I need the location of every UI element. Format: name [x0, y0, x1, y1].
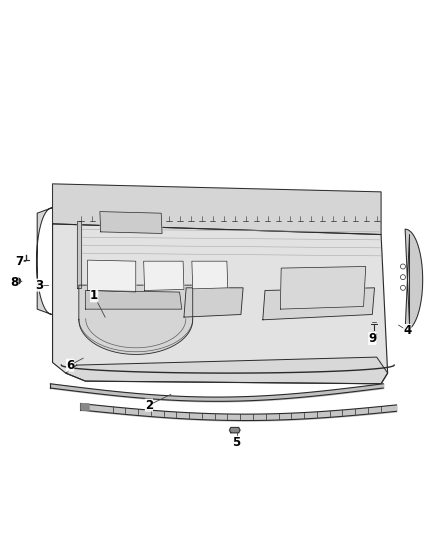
Text: 5: 5: [233, 436, 240, 449]
Text: 9: 9: [368, 332, 376, 345]
Polygon shape: [77, 221, 81, 288]
Polygon shape: [66, 357, 388, 384]
Polygon shape: [85, 290, 182, 309]
Polygon shape: [88, 260, 136, 292]
Text: 1: 1: [90, 289, 98, 302]
Text: 6: 6: [66, 359, 74, 372]
Text: 7: 7: [16, 255, 24, 268]
Polygon shape: [81, 403, 89, 410]
Polygon shape: [405, 229, 423, 330]
Polygon shape: [53, 224, 388, 384]
Polygon shape: [79, 285, 193, 354]
Polygon shape: [263, 288, 374, 320]
Polygon shape: [192, 261, 228, 289]
Polygon shape: [53, 184, 381, 235]
Text: 2: 2: [145, 399, 153, 411]
Polygon shape: [184, 288, 243, 317]
Text: 3: 3: [35, 279, 43, 292]
Text: 8: 8: [11, 276, 18, 289]
Polygon shape: [37, 208, 52, 314]
Circle shape: [14, 278, 21, 284]
Polygon shape: [230, 427, 240, 433]
Polygon shape: [144, 261, 184, 290]
Polygon shape: [280, 266, 366, 309]
Polygon shape: [100, 212, 162, 233]
Text: 4: 4: [403, 324, 411, 337]
